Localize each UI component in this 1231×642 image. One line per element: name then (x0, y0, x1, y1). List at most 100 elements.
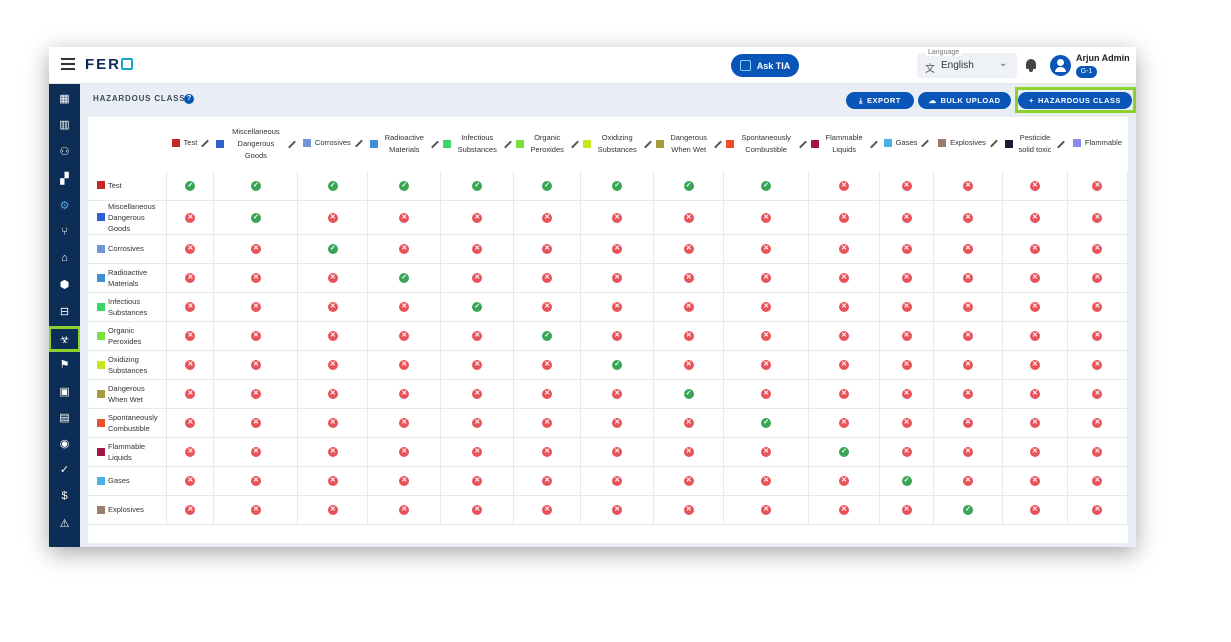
id-card-icon[interactable]: ▣ (59, 385, 70, 398)
incompatible-x-icon[interactable]: ✕ (250, 302, 261, 312)
matrix-cell[interactable]: ✕ (513, 292, 582, 322)
matrix-cell[interactable]: ✕ (580, 321, 655, 351)
incompatible-x-icon[interactable]: ✕ (683, 212, 694, 223)
incompatible-x-icon[interactable]: ✕ (683, 447, 694, 457)
matrix-cell[interactable]: ✕ (367, 350, 442, 380)
incompatible-x-icon[interactable]: ✕ (327, 389, 338, 399)
incompatible-x-icon[interactable]: ✕ (612, 244, 623, 254)
incompatible-x-icon[interactable]: ✕ (683, 273, 694, 283)
incompatible-x-icon[interactable]: ✕ (839, 302, 850, 312)
incompatible-x-icon[interactable]: ✕ (399, 505, 410, 515)
incompatible-x-icon[interactable]: ✕ (399, 418, 410, 428)
matrix-cell[interactable]: ✕ (580, 379, 655, 409)
incompatible-x-icon[interactable]: ✕ (250, 505, 261, 515)
matrix-cell[interactable]: ✕ (367, 200, 442, 235)
matrix-cell[interactable]: ✕ (723, 379, 810, 409)
matrix-cell[interactable]: ✕ (367, 234, 442, 264)
incompatible-x-icon[interactable]: ✕ (1092, 244, 1103, 254)
incompatible-x-icon[interactable]: ✕ (1092, 302, 1103, 312)
matrix-cell[interactable]: ✕ (808, 466, 881, 496)
incompatible-x-icon[interactable]: ✕ (1029, 212, 1040, 223)
incompatible-x-icon[interactable]: ✕ (1092, 389, 1103, 399)
incompatible-x-icon[interactable]: ✕ (901, 360, 912, 370)
incompatible-x-icon[interactable]: ✕ (761, 389, 772, 399)
incompatible-x-icon[interactable]: ✕ (901, 418, 912, 428)
incompatible-x-icon[interactable]: ✕ (1029, 302, 1040, 312)
matrix-cell[interactable]: ✕ (213, 437, 299, 467)
matrix-cell[interactable]: ✕ (297, 321, 369, 351)
matrix-cell[interactable]: ✕ (440, 379, 515, 409)
incompatible-x-icon[interactable]: ✕ (327, 418, 338, 428)
matrix-cell[interactable]: ✕ (1002, 200, 1068, 235)
building-icon[interactable]: ▥ (59, 118, 70, 131)
incompatible-x-icon[interactable]: ✕ (327, 476, 338, 486)
matrix-cell[interactable]: ✕ (166, 466, 215, 496)
incompatible-x-icon[interactable]: ✕ (399, 331, 410, 341)
incompatible-x-icon[interactable]: ✕ (472, 331, 483, 341)
matrix-cell[interactable]: ✕ (297, 350, 369, 380)
incompatible-x-icon[interactable]: ✕ (963, 389, 974, 399)
matrix-cell[interactable]: ✕ (580, 200, 655, 235)
incompatible-x-icon[interactable]: ✕ (327, 360, 338, 370)
compatible-check-icon[interactable]: ✓ (683, 389, 694, 399)
incompatible-x-icon[interactable]: ✕ (399, 447, 410, 457)
notification-bell-icon[interactable] (1025, 58, 1037, 72)
incompatible-x-icon[interactable]: ✕ (901, 389, 912, 399)
edit-pencil-icon[interactable] (571, 141, 578, 148)
incompatible-x-icon[interactable]: ✕ (612, 447, 623, 457)
chevron-down-icon[interactable]: ⌄ (999, 58, 1008, 69)
matrix-cell[interactable]: ✕ (367, 437, 442, 467)
matrix-cell[interactable]: ✕ (1002, 234, 1068, 264)
incompatible-x-icon[interactable]: ✕ (683, 360, 694, 370)
matrix-cell[interactable]: ✕ (723, 234, 810, 264)
incompatible-x-icon[interactable]: ✕ (399, 302, 410, 312)
incompatible-x-icon[interactable]: ✕ (1092, 447, 1103, 457)
matrix-cell[interactable]: ✕ (933, 292, 1003, 322)
incompatible-x-icon[interactable]: ✕ (250, 447, 261, 457)
matrix-cell[interactable]: ✕ (879, 171, 935, 201)
matrix-cell[interactable]: ✕ (879, 200, 935, 235)
matrix-cell[interactable]: ✓ (166, 171, 215, 201)
matrix-cell[interactable]: ✕ (879, 234, 935, 264)
matrix-cell[interactable]: ✕ (213, 292, 299, 322)
dollar-icon[interactable]: $ (61, 490, 68, 502)
dashboard-icon[interactable]: ▦ (59, 92, 70, 105)
incompatible-x-icon[interactable]: ✕ (327, 505, 338, 515)
incompatible-x-icon[interactable]: ✕ (472, 389, 483, 399)
matrix-cell[interactable]: ✕ (1002, 263, 1068, 293)
incompatible-x-icon[interactable]: ✕ (185, 212, 196, 223)
matrix-cell[interactable]: ✕ (297, 200, 369, 235)
incompatible-x-icon[interactable]: ✕ (542, 418, 553, 428)
matrix-cell[interactable]: ✕ (723, 200, 810, 235)
people-icon[interactable]: ⚇ (59, 145, 70, 158)
matrix-cell[interactable]: ✕ (166, 263, 215, 293)
flag-icon[interactable]: ⚑ (59, 358, 70, 371)
incompatible-x-icon[interactable]: ✕ (612, 331, 623, 341)
matrix-cell[interactable]: ✓ (367, 171, 442, 201)
fork-icon[interactable]: ⑂ (61, 226, 68, 238)
matrix-cell[interactable]: ✕ (879, 350, 935, 380)
incompatible-x-icon[interactable]: ✕ (250, 360, 261, 370)
edit-pencil-icon[interactable] (504, 141, 511, 148)
matrix-cell[interactable]: ✕ (723, 321, 810, 351)
incompatible-x-icon[interactable]: ✕ (612, 418, 623, 428)
matrix-cell[interactable]: ✕ (513, 466, 582, 496)
incompatible-x-icon[interactable]: ✕ (839, 389, 850, 399)
matrix-cell[interactable]: ✕ (1002, 408, 1068, 438)
matrix-cell[interactable]: ✕ (933, 350, 1003, 380)
matrix-cell[interactable]: ✕ (513, 408, 582, 438)
incompatible-x-icon[interactable]: ✕ (761, 302, 772, 312)
matrix-cell[interactable]: ✕ (1067, 263, 1128, 293)
edit-pencil-icon[interactable] (355, 140, 362, 147)
incompatible-x-icon[interactable]: ✕ (839, 476, 850, 486)
matrix-cell[interactable]: ✕ (1002, 466, 1068, 496)
matrix-cell[interactable]: ✓ (653, 379, 725, 409)
incompatible-x-icon[interactable]: ✕ (472, 273, 483, 283)
settings-icon[interactable]: ⚙ (59, 199, 70, 212)
incompatible-x-icon[interactable]: ✕ (399, 476, 410, 486)
matrix-cell[interactable]: ✓ (213, 171, 299, 201)
compatible-check-icon[interactable]: ✓ (761, 180, 772, 191)
incompatible-x-icon[interactable]: ✕ (1029, 244, 1040, 254)
matrix-cell[interactable]: ✓ (513, 321, 582, 351)
matrix-cell[interactable]: ✕ (1067, 437, 1128, 467)
